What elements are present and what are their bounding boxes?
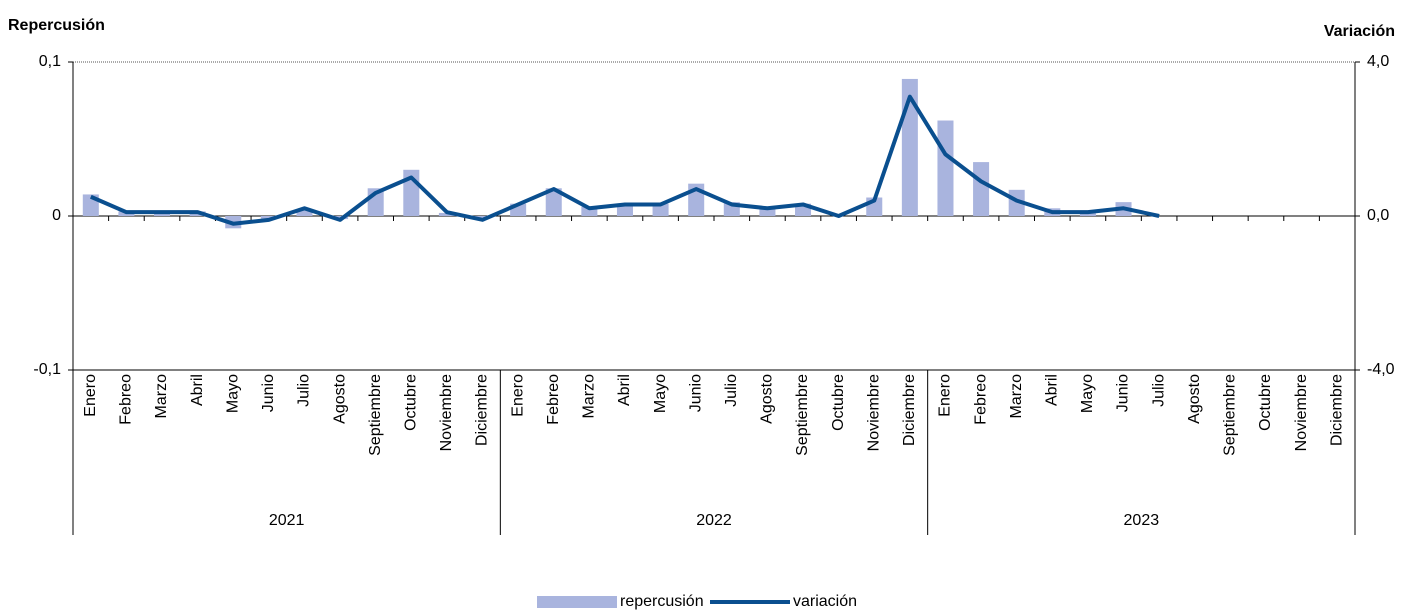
x-tick-label: Noviembre (438, 374, 455, 451)
x-tick-label: Enero (82, 374, 99, 417)
x-tick-label: Enero (509, 374, 526, 417)
x-tick-label: Julio (723, 374, 740, 407)
group-label: 2022 (696, 512, 732, 529)
x-tick-label: Mayo (224, 374, 241, 413)
x-tick-label: Junio (687, 374, 704, 412)
x-tick-label: Abril (616, 374, 633, 406)
bar (296, 209, 313, 216)
x-tick-label: Diciembre (901, 374, 918, 446)
x-tick-label: Mayo (652, 374, 669, 413)
x-tick-label: Noviembre (865, 374, 882, 451)
x-tick-label: Diciembre (1328, 374, 1345, 446)
x-tick-label: Septiembre (1222, 374, 1239, 456)
bar (652, 203, 669, 216)
x-tick-label: Julio (1150, 374, 1167, 407)
y2-axis-title: Variación (1324, 23, 1395, 40)
x-tick-label: Febreo (972, 374, 989, 425)
x-tick-label: Julio (296, 374, 313, 407)
x-tick-label: Septiembre (794, 374, 811, 456)
y-tick-label: 0 (52, 207, 61, 224)
legend-label: variación (793, 593, 857, 610)
x-tick-label: Octubre (403, 374, 420, 431)
legend-label: repercusión (620, 593, 704, 610)
x-tick-label: Marzo (581, 374, 598, 419)
x-tick-label: Marzo (153, 374, 170, 419)
x-tick-label: Septiembre (367, 374, 384, 456)
x-tick-label: Abril (1044, 374, 1061, 406)
x-tick-label: Enero (937, 374, 954, 417)
x-tick-label: Noviembre (1293, 374, 1310, 451)
x-tick-label: Octubre (830, 374, 847, 431)
group-label: 2021 (269, 512, 305, 529)
x-tick-label: Octubre (1257, 374, 1274, 431)
x-tick-label: Marzo (1008, 374, 1025, 419)
bar (973, 162, 990, 216)
y-axis-title: Repercusión (8, 17, 105, 34)
x-tick-label: Abril (189, 374, 206, 406)
x-tick-label: Junio (260, 374, 277, 412)
x-tick-label: Diciembre (474, 374, 491, 446)
x-tick-label: Agosto (1186, 374, 1203, 424)
bar (759, 206, 776, 216)
group-label: 2023 (1124, 512, 1160, 529)
bar (260, 216, 277, 220)
bar (438, 212, 455, 216)
y2-tick-label: 4,0 (1367, 53, 1389, 70)
line (90, 94, 1160, 226)
x-tick-label: Agosto (331, 374, 348, 424)
y2-tick-label: 0,0 (1367, 207, 1389, 224)
bar (937, 120, 954, 216)
y-tick-label: 0,1 (39, 53, 61, 70)
bar (581, 206, 598, 216)
x-tick-label: Agosto (759, 374, 776, 424)
x-tick-label: Febreo (545, 374, 562, 425)
x-tick-label: Junio (1115, 374, 1132, 412)
legend-swatch (537, 596, 617, 608)
bar (474, 216, 491, 218)
x-tick-label: Febreo (118, 374, 135, 425)
bar (545, 188, 562, 216)
y2-tick-label: -4,0 (1367, 361, 1395, 378)
x-tick-label: Mayo (1079, 374, 1096, 413)
y-tick-label: -0,1 (33, 361, 61, 378)
